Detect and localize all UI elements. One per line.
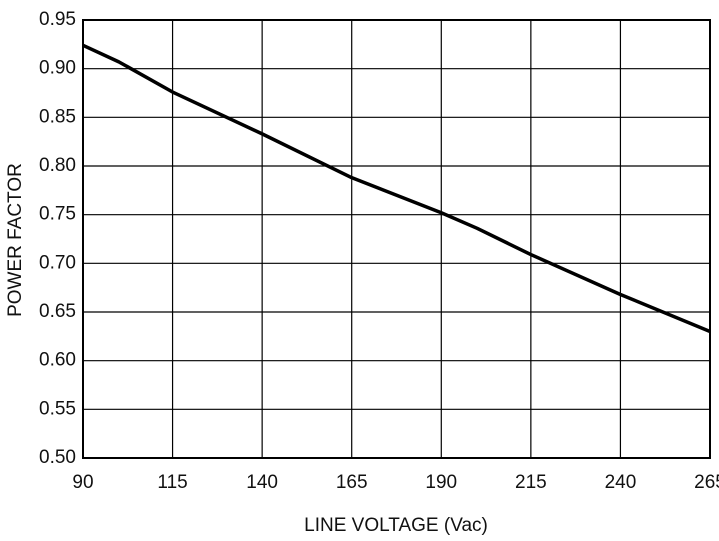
- y-tick-label: 0.50: [39, 447, 76, 468]
- x-tick-label: 165: [336, 472, 368, 493]
- x-tick-label: 115: [157, 472, 187, 493]
- x-tick-label: 215: [515, 472, 547, 493]
- plot-frame: [82, 19, 711, 459]
- y-axis-label: POWER FACTOR: [5, 163, 26, 317]
- y-tick-label: 0.65: [39, 301, 76, 322]
- y-tick-label: 0.85: [39, 106, 76, 127]
- x-tick-label: 265: [694, 472, 719, 493]
- x-tick-label: 240: [605, 472, 637, 493]
- x-axis-label: LINE VOLTAGE (Vac): [304, 515, 488, 536]
- y-tick-label: 0.70: [39, 252, 76, 273]
- x-tick-label: 140: [246, 472, 278, 493]
- y-tick-label: 0.95: [39, 9, 76, 30]
- data-line: [82, 43, 711, 334]
- x-tick-label: 90: [72, 472, 93, 493]
- y-tick-label: 0.55: [39, 398, 76, 419]
- y-tick-label: 0.75: [39, 204, 76, 225]
- y-tick-label: 0.90: [39, 58, 76, 79]
- y-tick-label: 0.60: [39, 350, 76, 371]
- x-tick-label: 190: [425, 472, 457, 493]
- y-tick-label: 0.80: [39, 155, 76, 176]
